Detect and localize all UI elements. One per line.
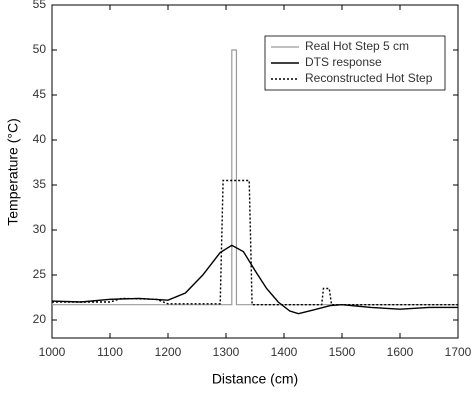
y-tick-label: 30 bbox=[33, 222, 47, 236]
y-tick-label: 20 bbox=[33, 312, 47, 326]
series-line bbox=[51, 244, 458, 315]
legend-label: DTS response bbox=[305, 55, 382, 69]
x-tick-label: 1200 bbox=[155, 345, 182, 359]
x-axis-label: Distance (cm) bbox=[212, 371, 298, 387]
x-tick-label: 1500 bbox=[329, 345, 356, 359]
y-tick-label: 35 bbox=[33, 177, 47, 191]
x-tick-label: 1300 bbox=[213, 345, 240, 359]
x-tick-label: 1600 bbox=[387, 345, 414, 359]
y-tick-label: 50 bbox=[33, 42, 47, 56]
plot-frame bbox=[51, 4, 459, 339]
y-tick-label: 40 bbox=[33, 132, 47, 146]
y-tick-label: 45 bbox=[33, 87, 47, 101]
x-tick-label: 1700 bbox=[445, 345, 472, 359]
x-tick-label: 1400 bbox=[271, 345, 298, 359]
y-tick-label: 25 bbox=[33, 267, 47, 281]
x-tick-label: 1100 bbox=[97, 345, 123, 359]
series-line bbox=[52, 179, 458, 306]
legend-label: Reconstructed Hot Step bbox=[305, 71, 433, 85]
x-tick-label: 1000 bbox=[39, 345, 66, 359]
legend-label: Real Hot Step 5 cm bbox=[305, 39, 409, 53]
y-axis-label: Temperature (°C) bbox=[5, 118, 21, 226]
y-tick-label: 55 bbox=[33, 0, 47, 11]
